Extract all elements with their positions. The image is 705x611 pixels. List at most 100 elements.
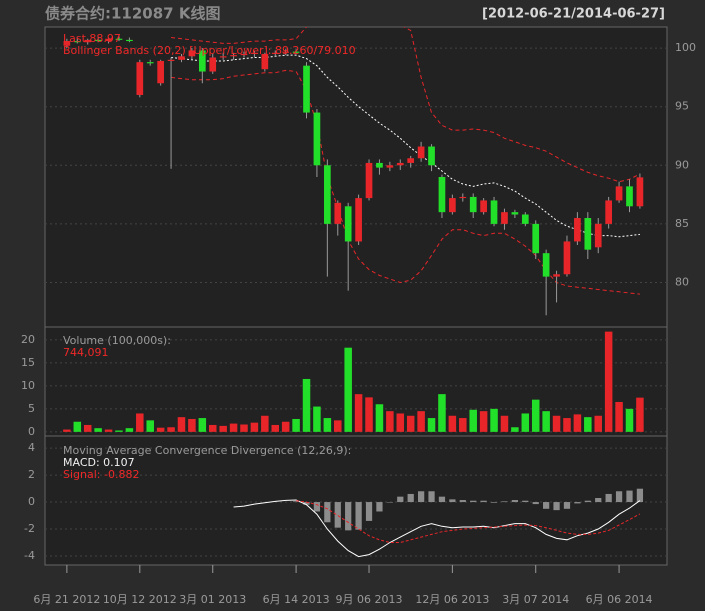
volume-title: Volume (100,000s): — [63, 334, 171, 347]
histogram-bar — [397, 496, 404, 503]
volume-bar — [448, 415, 457, 432]
histogram-bar — [386, 502, 393, 503]
histogram-bar — [605, 493, 612, 503]
histogram-bar — [303, 502, 310, 505]
candle-body — [574, 218, 581, 242]
candle-body — [417, 146, 425, 159]
volume-bar — [323, 418, 332, 432]
volume-bar — [94, 428, 102, 432]
candle-body — [469, 196, 477, 213]
volume-bar — [552, 415, 561, 432]
candle-body — [313, 112, 321, 166]
volume-bar — [386, 411, 394, 432]
volume-bar — [396, 413, 405, 432]
volume-bar — [261, 415, 269, 432]
candle-body — [355, 198, 362, 242]
candle-body — [230, 55, 237, 57]
chart-title: 债券合约:112087 K线图 — [45, 5, 220, 23]
y-tick-label: 0 — [28, 425, 35, 438]
histogram-bar — [470, 500, 477, 503]
volume-bar — [219, 425, 227, 432]
candle-body — [605, 200, 612, 224]
y-tick-label: 15 — [21, 356, 35, 369]
macd-legend: MACD: 0.107 — [63, 456, 135, 469]
candle-body — [615, 186, 623, 201]
candle-body — [594, 223, 602, 248]
histogram-bar — [365, 502, 373, 521]
y-tick-label: 100 — [675, 41, 696, 54]
y-tick-label: 20 — [21, 333, 35, 346]
plot-layer: 80 85 90 95 100 0 5 10 15 20 -4 -2 0 2 4 6月 21 2012 10月 … — [21, 27, 696, 606]
candle-body — [626, 186, 633, 207]
candle-body — [209, 57, 217, 72]
candle-body — [490, 200, 498, 224]
candle-body — [63, 41, 71, 46]
x-tick-label: 6月 06 2014 — [586, 593, 653, 606]
histogram-bar — [438, 496, 446, 503]
bollinger-middle — [171, 54, 640, 238]
histogram-bar — [532, 502, 539, 505]
y-tick-label: -4 — [24, 549, 35, 562]
volume-bar — [427, 418, 436, 432]
y-tick-label: -2 — [24, 522, 35, 535]
volume-bar — [344, 347, 352, 432]
volume-bar — [292, 418, 300, 432]
x-tick-label: 6月 14 2013 — [263, 593, 330, 606]
volume-bar — [73, 421, 82, 432]
candle-body — [584, 218, 592, 250]
volume-bar — [136, 413, 144, 432]
candle-body — [84, 39, 92, 43]
histogram-bar — [511, 500, 519, 503]
volume-bar — [584, 417, 592, 432]
volume-bar — [615, 401, 623, 432]
candle-body — [334, 202, 342, 224]
histogram-bar — [563, 502, 571, 509]
volume-bar — [521, 413, 530, 432]
candle-body — [261, 53, 269, 70]
volume-bar — [354, 394, 363, 432]
volume-bar — [563, 418, 571, 432]
volume-bar — [177, 417, 186, 432]
volume-last: 744,091 — [63, 346, 109, 359]
histogram-bar — [615, 491, 623, 503]
last-price: Last 88.97 — [63, 32, 121, 45]
volume-bar — [500, 415, 509, 432]
volume-bar — [271, 424, 280, 432]
volume-bar — [240, 424, 248, 432]
candle-body — [136, 62, 144, 95]
histogram-bar — [334, 502, 341, 528]
price-layer — [63, 27, 644, 316]
x-tick-label: 3月 01 2013 — [179, 593, 246, 606]
candle-body — [240, 53, 248, 56]
volume-bar — [490, 408, 498, 432]
candle-body — [636, 177, 644, 207]
volume-bar — [104, 429, 113, 432]
histogram-bar — [553, 502, 560, 511]
plot-area — [44, 26, 668, 566]
histogram-bar — [324, 502, 331, 523]
histogram-bar — [522, 500, 529, 503]
histogram-bar — [480, 500, 487, 503]
bollinger-upper — [171, 27, 641, 183]
candle-body — [563, 241, 571, 275]
volume-bar — [511, 427, 519, 432]
volume-bar — [573, 414, 582, 432]
candle-body — [303, 65, 310, 113]
y-tick-label: 85 — [675, 217, 689, 230]
histogram-bar — [345, 502, 352, 531]
x-tick-label: 6月 21 2012 — [33, 593, 100, 606]
candle-body — [251, 52, 258, 54]
volume-bar — [334, 420, 342, 432]
macd-layer — [233, 488, 644, 558]
candle-body — [219, 56, 227, 58]
volume-bar — [198, 418, 207, 432]
candle-body — [324, 165, 331, 224]
volume-bar — [469, 409, 477, 432]
volume-bar — [375, 404, 384, 432]
signal-legend: Signal: -0.882 — [63, 468, 139, 481]
candle-body — [501, 212, 508, 224]
histogram-bar — [501, 501, 508, 503]
macd-line — [233, 499, 641, 558]
volume-bar — [281, 421, 290, 432]
